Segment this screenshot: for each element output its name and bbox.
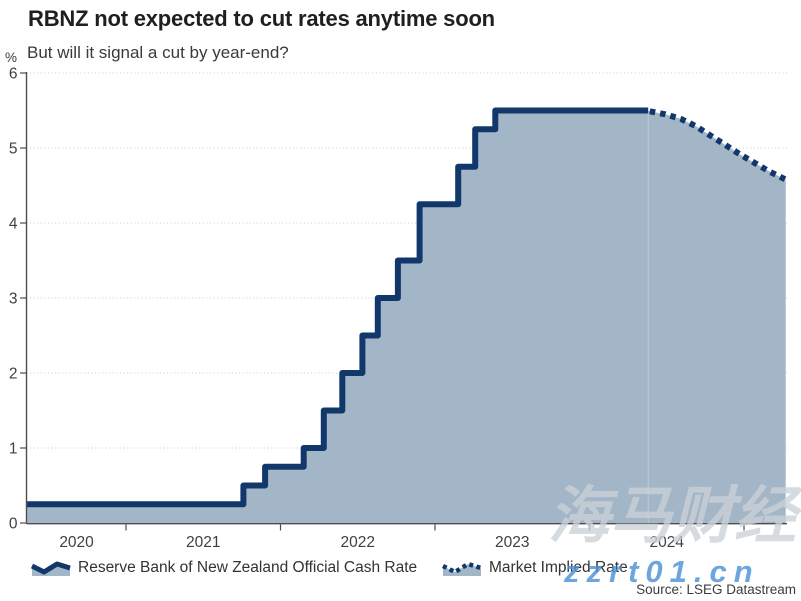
y-tick-label: 3 xyxy=(9,291,18,308)
page-subtitle: But will it signal a cut by year-end? xyxy=(27,43,289,62)
legend-item-official-cash-rate: Reserve Bank of New Zealand Official Cas… xyxy=(31,557,417,579)
solid-area-legend-icon xyxy=(31,561,71,576)
official-cash-rate-line xyxy=(27,107,649,508)
watermark-brand: 海马财经 xyxy=(548,482,797,551)
legend-label-official-cash-rate: Reserve Bank of New Zealand Official Cas… xyxy=(78,559,418,576)
y-tick-label: 2 xyxy=(9,366,18,383)
dotted-line-legend-icon xyxy=(442,561,482,576)
y-tick-label: 0 xyxy=(9,516,18,533)
market-implied-rate-line xyxy=(649,108,788,183)
source-credit: Source: LSEG Datastream xyxy=(636,582,796,597)
watermark-domain: zzrt01.cn xyxy=(564,554,760,589)
legend-label-market-implied: Market Implied Rate xyxy=(489,559,628,576)
x-tick-label: 2023 xyxy=(495,534,529,551)
x-tick-label: 2020 xyxy=(59,534,94,551)
legend-item-market-implied: Market Implied Rate xyxy=(442,557,628,579)
x-tick-label: 2024 xyxy=(650,534,685,551)
x-tick-label: 2022 xyxy=(341,534,375,551)
y-tick-label: 1 xyxy=(9,441,18,458)
y-axis-unit-label: % xyxy=(5,50,18,65)
y-tick-label: 4 xyxy=(9,216,18,233)
page-title: RBNZ not expected to cut rates anytime s… xyxy=(28,6,495,31)
y-tick-label: 5 xyxy=(9,141,18,158)
rate-area-fill xyxy=(27,110,786,523)
y-tick-label: 6 xyxy=(9,66,18,83)
x-tick-label: 2021 xyxy=(186,534,220,551)
